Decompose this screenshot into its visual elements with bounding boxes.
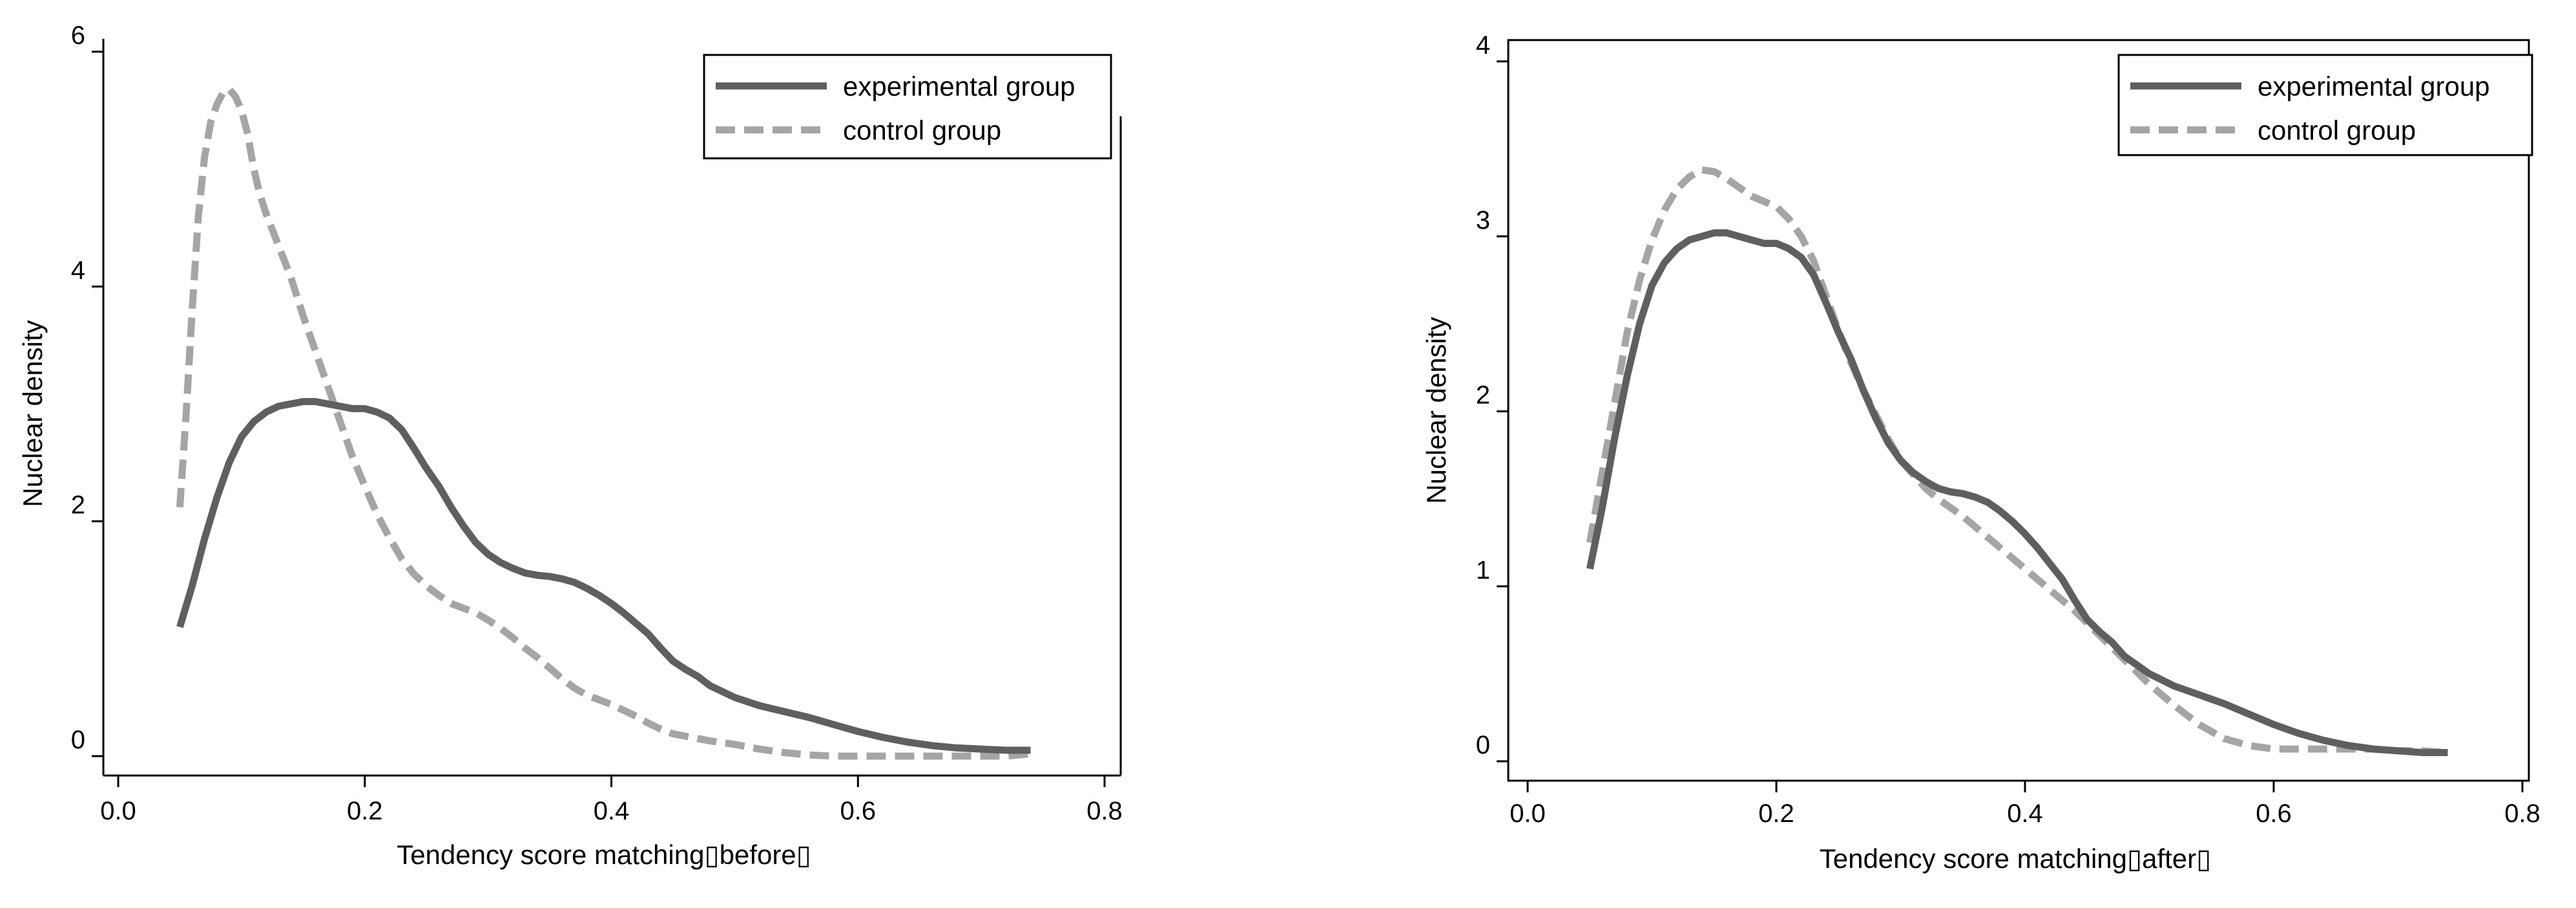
panel-2-y-tick-label: 0 bbox=[1476, 731, 1490, 759]
panel-2-legend-label-experimental: experimental group bbox=[2258, 71, 2490, 101]
panel-2-y-tick-label: 1 bbox=[1476, 556, 1490, 584]
panel-2-x-tick-label: 0.2 bbox=[1758, 799, 1794, 828]
panel-1-x-tick-label: 0.4 bbox=[594, 797, 630, 825]
panel-1-x-tick-label: 0.0 bbox=[100, 797, 136, 825]
panel-1-y-tick-label: 4 bbox=[71, 256, 85, 284]
panel-2-x-tick-label: 0.6 bbox=[2256, 799, 2292, 828]
panel-2-y-axis-title: Nuclear density bbox=[1421, 317, 1451, 503]
panel-1-legend-label-experimental: experimental group bbox=[843, 71, 1075, 101]
panel-1-y-tick-label: 0 bbox=[71, 726, 85, 754]
panel-1-y-tick-label: 2 bbox=[71, 491, 85, 520]
panel-2-x-tick-label: 0.8 bbox=[2504, 799, 2540, 828]
panel-2-legend-box bbox=[2117, 54, 2533, 156]
panel-1-y-axis-title: Nuclear density bbox=[17, 320, 48, 507]
panel-2-x-tick-label: 0.0 bbox=[1510, 799, 1546, 828]
panel-2-y-tick-label: 3 bbox=[1476, 206, 1490, 235]
panel-2-x-axis-title: Tendency score matching▯after▯ bbox=[1820, 843, 2212, 874]
panel-1-x-axis-title: Tendency score matching▯before▯ bbox=[397, 839, 811, 870]
panel-1-legend-label-control: control group bbox=[843, 115, 1001, 145]
panel-1-control-group-line bbox=[176, 85, 1032, 760]
panel-1-y-tick-label: 6 bbox=[71, 21, 85, 50]
panel-1-x-tick-label: 0.8 bbox=[1086, 797, 1123, 825]
panel-2-y-tick-label: 4 bbox=[1476, 31, 1490, 59]
panel-1-experimental-group-line bbox=[176, 397, 1031, 754]
panel-2-control-group-line bbox=[1586, 166, 2448, 756]
panel-1-x-tick-label: 0.2 bbox=[347, 797, 383, 825]
panel-2-legend-label-control: control group bbox=[2258, 115, 2416, 145]
panel-1-x-tick-label: 0.6 bbox=[840, 797, 876, 825]
panel-2-x-tick-label: 0.4 bbox=[2007, 799, 2043, 828]
panel-2-y-tick-label: 2 bbox=[1476, 381, 1490, 410]
panel-2-experimental-group-line bbox=[1586, 229, 2448, 756]
panel-1-legend-box bbox=[703, 54, 1112, 160]
